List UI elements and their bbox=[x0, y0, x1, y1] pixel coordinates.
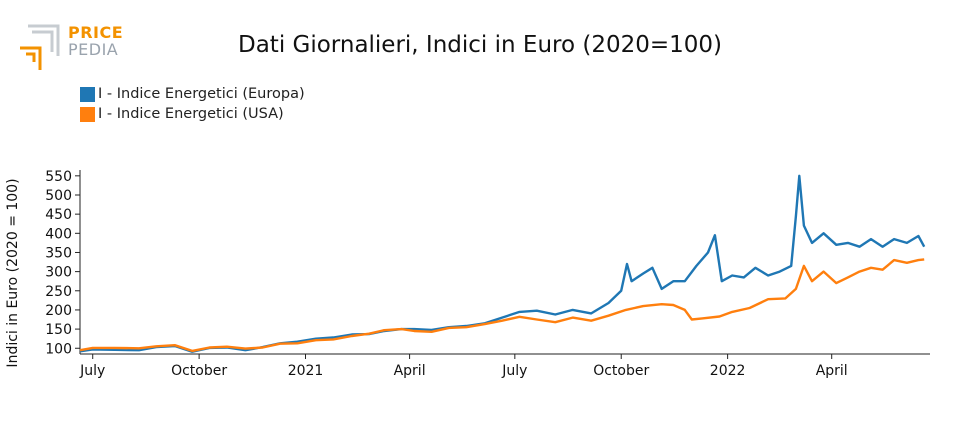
y-tick-label: 500 bbox=[45, 188, 72, 204]
logo-pedia-text: PEDIA bbox=[68, 40, 119, 59]
y-tick-label: 550 bbox=[45, 169, 72, 185]
y-axis-label: Indici in Euro (2020 = 100) bbox=[5, 178, 21, 367]
x-tick-label: October bbox=[593, 363, 649, 379]
y-tick-label: 100 bbox=[45, 341, 72, 357]
y-tick-label: 250 bbox=[45, 284, 72, 300]
chart-legend: I - Indice Energetici (Europa) I - Indic… bbox=[80, 84, 305, 124]
series-line-usa bbox=[79, 258, 925, 353]
x-tick-label: 2022 bbox=[710, 363, 746, 379]
y-tick-label: 450 bbox=[45, 207, 72, 223]
y-tick-label: 300 bbox=[45, 265, 72, 281]
y-tick-label: 400 bbox=[45, 226, 72, 242]
x-axis: July October 2021 April July October 2022 April bbox=[79, 353, 930, 379]
legend-swatch-usa bbox=[80, 106, 95, 122]
y-tick-label: 150 bbox=[45, 322, 72, 338]
x-tick-label: July bbox=[79, 363, 105, 379]
pricepedia-logo-mark bbox=[20, 24, 60, 70]
x-tick-label: April bbox=[816, 363, 848, 379]
legend-item-europa[interactable]: I - Indice Energetici (Europa) bbox=[80, 84, 305, 104]
y-tick-label: 200 bbox=[45, 303, 72, 319]
y-axis: 100 150 200 250 300 350 400 450 500 550 bbox=[45, 169, 81, 357]
logo-price-text: PRICE bbox=[68, 23, 124, 42]
pricepedia-logo bbox=[18, 22, 128, 74]
legend-label-europa: I - Indice Energetici (Europa) bbox=[98, 86, 305, 102]
series-lines bbox=[79, 174, 926, 353]
legend-swatch-europa bbox=[80, 86, 95, 102]
x-tick-label: 2021 bbox=[288, 363, 324, 379]
x-tick-label: April bbox=[394, 363, 426, 379]
y-tick-label: 350 bbox=[45, 245, 72, 261]
x-tick-label: October bbox=[171, 363, 227, 379]
legend-item-usa[interactable]: I - Indice Energetici (USA) bbox=[80, 104, 305, 124]
chart-title: Dati Giornalieri, Indici in Euro (2020=1… bbox=[238, 32, 722, 58]
logo-text: PRICE PEDIA bbox=[68, 24, 123, 58]
series-line-europa bbox=[79, 174, 926, 353]
legend-label-usa: I - Indice Energetici (USA) bbox=[98, 106, 284, 122]
x-tick-label: July bbox=[501, 363, 527, 379]
